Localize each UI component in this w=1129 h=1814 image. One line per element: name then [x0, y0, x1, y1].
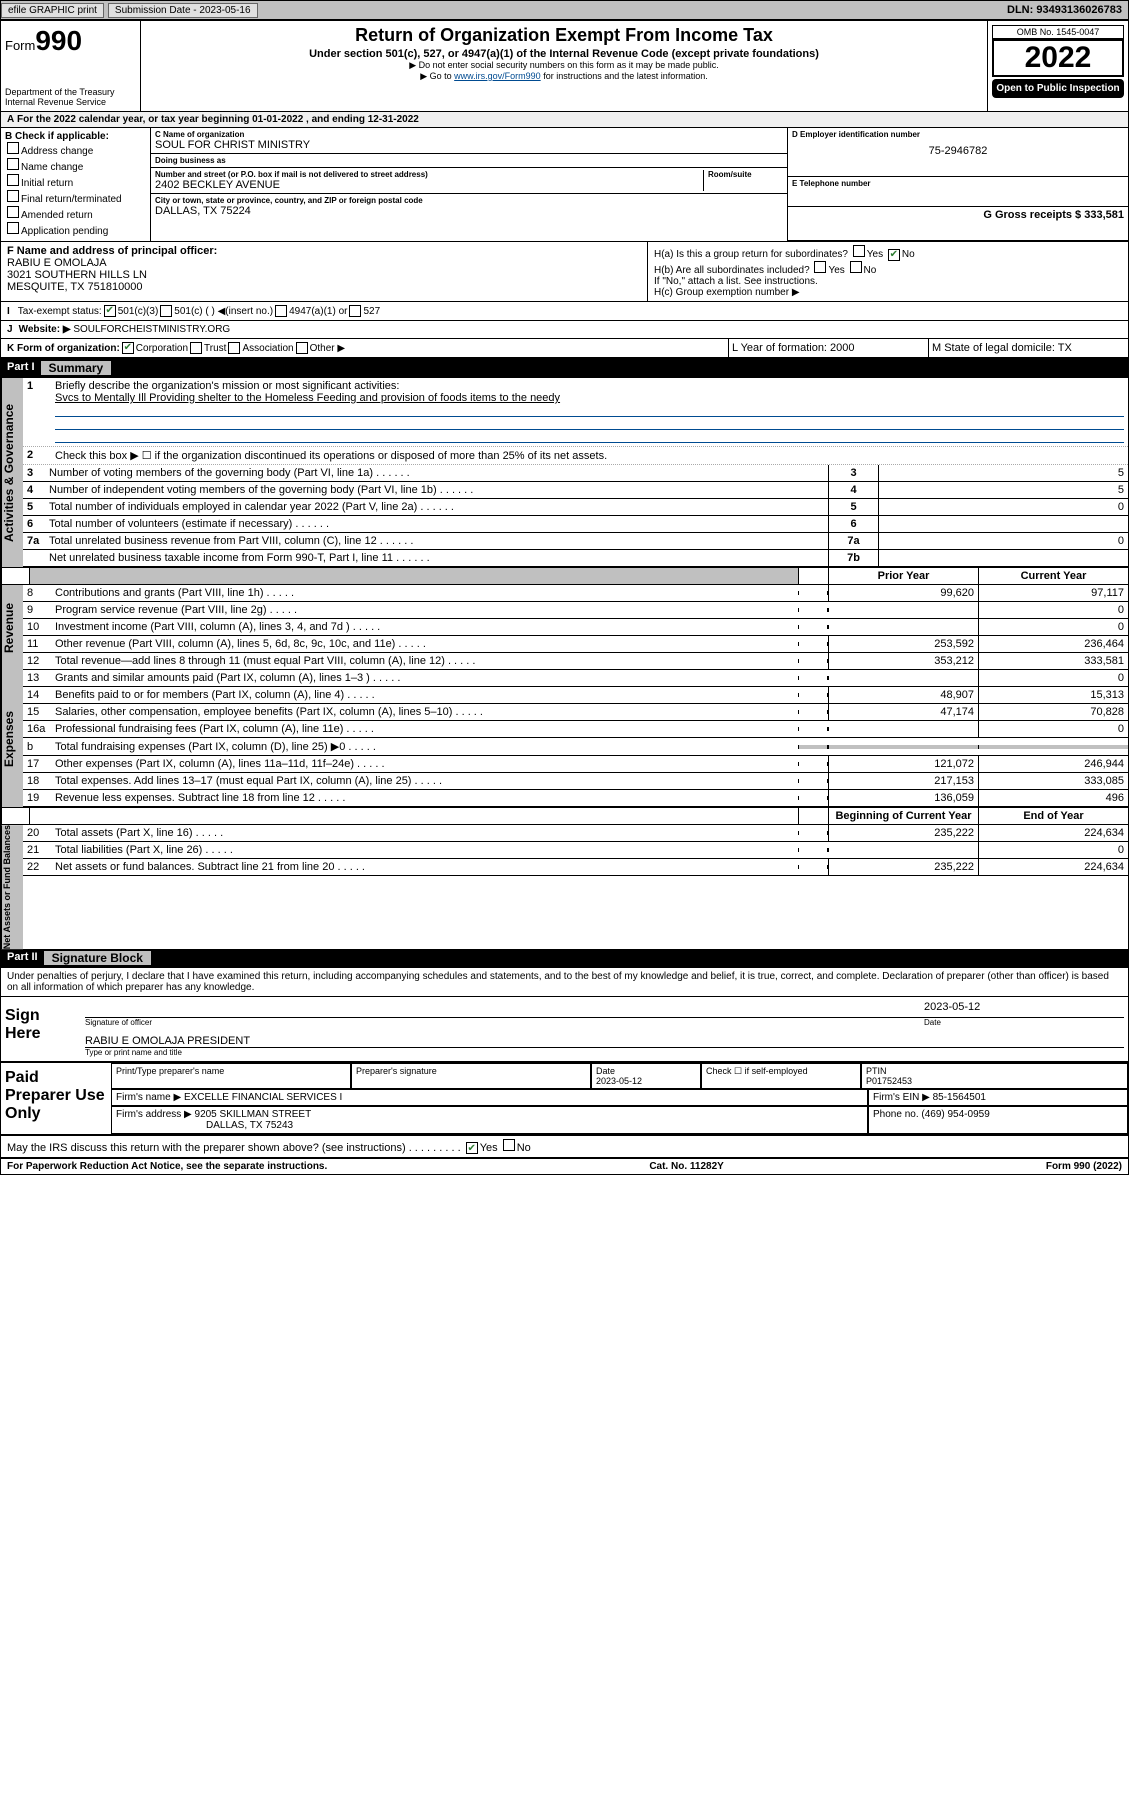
city: DALLAS, TX 75224 [155, 205, 783, 217]
efile-btn[interactable]: efile GRAPHIC print [1, 3, 104, 18]
officer-name: RABIU E OMOLAJA [7, 257, 641, 269]
dln-label: DLN: 93493136026783 [1007, 4, 1128, 16]
table-row: 11Other revenue (Part VIII, column (A), … [23, 636, 1128, 653]
e-phone-label: E Telephone number [792, 179, 1124, 188]
part1-label: Part I [7, 361, 35, 375]
year-box: 2022 [992, 39, 1124, 77]
sidebar-expenses: Expenses [1, 670, 23, 807]
firm-name: Firm's name ▶ EXCELLE FINANCIAL SERVICES… [111, 1089, 868, 1106]
table-row: 3Number of voting members of the governi… [23, 465, 1128, 482]
dept-label: Department of the Treasury [5, 87, 136, 97]
year-formation: L Year of formation: 2000 [728, 339, 928, 357]
table-row: bTotal fundraising expenses (Part IX, co… [23, 738, 1128, 756]
website: SOULFORCHEISTMINISTRY.ORG [73, 324, 230, 335]
c-name-label: C Name of organization [155, 130, 783, 139]
table-row: 9Program service revenue (Part VIII, lin… [23, 602, 1128, 619]
table-row: 5Total number of individuals employed in… [23, 499, 1128, 516]
note2: ▶ Go to www.irs.gov/Form990 for instruct… [145, 71, 983, 82]
section-b-checks: B Check if applicable: Address change Na… [1, 128, 151, 241]
table-row: 19Revenue less expenses. Subtract line 1… [23, 790, 1128, 807]
table-row: 13Grants and similar amounts paid (Part … [23, 670, 1128, 687]
form-number: Form990 [5, 25, 136, 57]
table-row: Net unrelated business taxable income fr… [23, 550, 1128, 567]
officer-typed: RABIU E OMOLAJA PRESIDENT [85, 1035, 1124, 1047]
note1: ▶ Do not enter social security numbers o… [145, 60, 983, 71]
main-title: Return of Organization Exempt From Incom… [145, 25, 983, 46]
firm-ein: Firm's EIN ▶ 85-1564501 [868, 1089, 1128, 1106]
mission-text: Svcs to Mentally Ill Providing shelter t… [55, 392, 560, 404]
table-row: 10Investment income (Part VIII, column (… [23, 619, 1128, 636]
may-discuss: May the IRS discuss this return with the… [1, 1136, 1128, 1159]
top-toolbar: efile GRAPHIC print Submission Date - 20… [0, 0, 1129, 20]
table-row: 22Net assets or fund balances. Subtract … [23, 859, 1128, 876]
firm-phone: Phone no. (469) 954-0959 [868, 1106, 1128, 1134]
part2-label: Part II [7, 951, 38, 965]
street: 2402 BECKLEY AVENUE [155, 179, 703, 191]
omb-box: OMB No. 1545-0047 [992, 25, 1124, 39]
table-row: 14Benefits paid to or for members (Part … [23, 687, 1128, 704]
hc: H(c) Group exemption number ▶ [654, 287, 1122, 298]
table-row: 18Total expenses. Add lines 13–17 (must … [23, 773, 1128, 790]
table-row: 4Number of independent voting members of… [23, 482, 1128, 499]
sidebar-netassets: Net Assets or Fund Balances [1, 825, 23, 949]
hb: H(b) Are all subordinates included? Yes … [654, 261, 1122, 276]
state-domicile: M State of legal domicile: TX [928, 339, 1128, 357]
dba-label: Doing business as [155, 156, 783, 165]
table-row: 17Other expenses (Part IX, column (A), l… [23, 756, 1128, 773]
sidebar-governance: Activities & Governance [1, 378, 23, 567]
prep-date: 2023-05-12 [596, 1076, 642, 1086]
penalty-text: Under penalties of perjury, I declare th… [1, 968, 1128, 996]
table-row: 21Total liabilities (Part X, line 26) . … [23, 842, 1128, 859]
org-name: SOUL FOR CHRIST MINISTRY [155, 139, 783, 151]
period-a: A For the 2022 calendar year, or tax yea… [1, 112, 1128, 128]
paid-preparer-label: Paid Preparer Use Only [1, 1063, 111, 1134]
table-row: 15Salaries, other compensation, employee… [23, 704, 1128, 721]
table-row: 20Total assets (Part X, line 16) . . . .… [23, 825, 1128, 842]
table-row: 12Total revenue—add lines 8 through 11 (… [23, 653, 1128, 670]
sidebar-revenue: Revenue [1, 585, 23, 670]
table-row: 16aProfessional fundraising fees (Part I… [23, 721, 1128, 738]
table-row: 8Contributions and grants (Part VIII, li… [23, 585, 1128, 602]
ein: 75-2946782 [792, 145, 1124, 157]
f-label: F Name and address of principal officer: [7, 245, 641, 257]
table-row: 6Total number of volunteers (estimate if… [23, 516, 1128, 533]
table-row: 7aTotal unrelated business revenue from … [23, 533, 1128, 550]
ptin: P01752453 [866, 1076, 912, 1086]
ha: H(a) Is this a group return for subordin… [654, 245, 1122, 261]
gross-receipts: G Gross receipts $ 333,581 [788, 207, 1128, 241]
irs-label: Internal Revenue Service [5, 97, 136, 107]
open-public-box: Open to Public Inspection [992, 79, 1124, 98]
submission-btn[interactable]: Submission Date - 2023-05-16 [108, 3, 258, 18]
sign-date: 2023-05-12 [924, 1001, 1124, 1017]
subtitle: Under section 501(c), 527, or 4947(a)(1)… [145, 48, 983, 60]
sign-here-label: Sign Here [1, 997, 81, 1061]
